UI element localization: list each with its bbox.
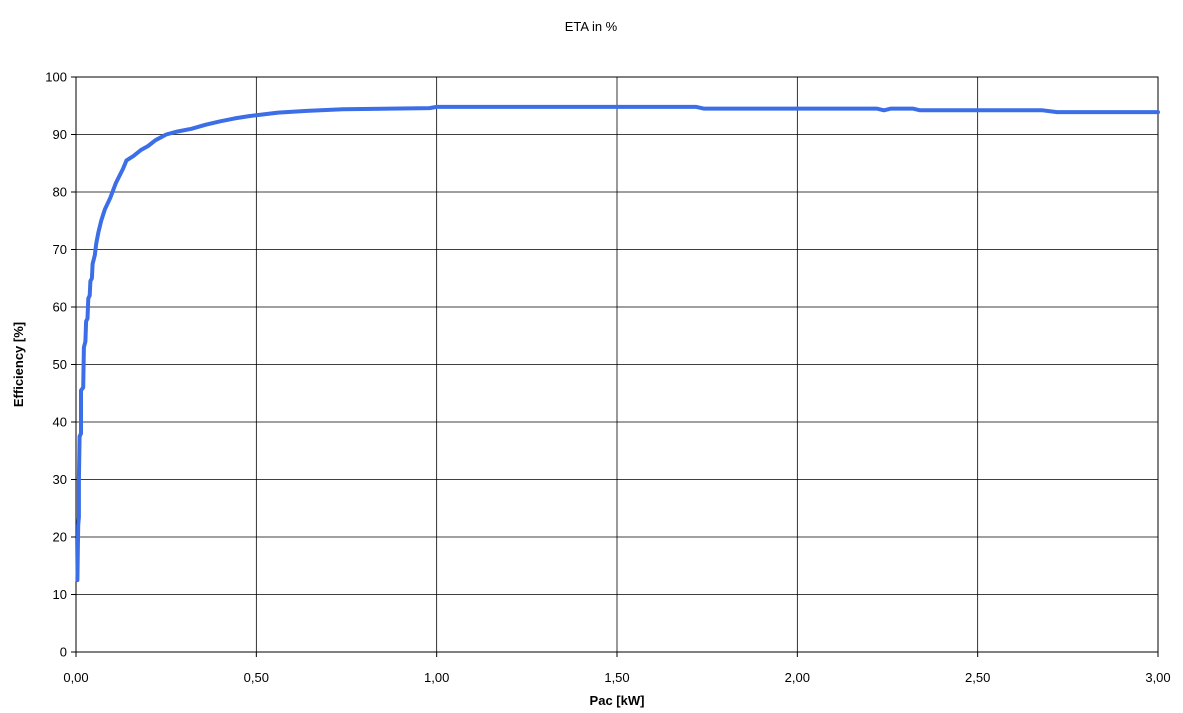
x-tick-label: 1,00 (424, 670, 449, 685)
chart-title: ETA in % (565, 19, 618, 34)
x-tick-label: 0,50 (244, 670, 269, 685)
y-tick-label: 0 (60, 645, 67, 660)
series-layer (75, 104, 1160, 583)
y-tick-label: 40 (53, 415, 67, 430)
x-tick-label: 1,50 (604, 670, 629, 685)
grid-lines (76, 77, 1158, 652)
y-tick-label: 20 (53, 530, 67, 545)
y-tick-label: 50 (53, 357, 67, 372)
y-tick-label: 70 (53, 242, 67, 257)
y-tick-label: 60 (53, 300, 67, 315)
x-tick-label: 3,00 (1145, 670, 1170, 685)
x-axis-ticks: 0,00 0,50 1,00 1,50 2,00 2,50 3,00 (63, 652, 1171, 685)
y-axis-title: Efficiency [%] (11, 322, 26, 407)
y-tick-label: 30 (53, 472, 67, 487)
efficiency-series-line (75, 104, 1160, 583)
y-tick-label: 90 (53, 127, 67, 142)
y-axis-ticks: 0 10 20 30 40 50 60 70 80 90 100 (45, 70, 76, 660)
x-tick-label: 0,00 (63, 670, 88, 685)
x-tick-label: 2,00 (785, 670, 810, 685)
y-tick-label: 10 (53, 587, 67, 602)
x-tick-label: 2,50 (965, 670, 990, 685)
y-tick-label: 100 (45, 70, 67, 85)
x-axis-title: Pac [kW] (590, 693, 645, 708)
y-tick-label: 80 (53, 185, 67, 200)
